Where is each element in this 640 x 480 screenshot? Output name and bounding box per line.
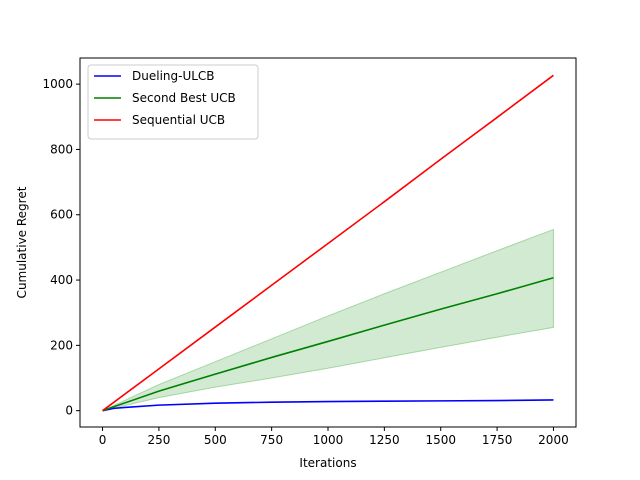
- y-tick-label: 800: [50, 142, 73, 156]
- legend: Dueling-ULCB Second Best UCB Sequential UC…: [87, 64, 259, 140]
- x-tick-label: 2000: [538, 433, 569, 447]
- series-line-1: [102, 276, 554, 412]
- legend-label: Second Best UCB: [132, 91, 236, 105]
- y-tick-label: 200: [50, 338, 73, 352]
- y-axis-label: Cumulative Regret: [15, 186, 29, 298]
- x-tick-label: 0: [99, 433, 107, 447]
- plot-area: [79, 57, 577, 428]
- y-tick-label: 1000: [42, 77, 73, 91]
- series-lines: [102, 74, 554, 412]
- x-tick-label: 1250: [369, 433, 400, 447]
- y-tick-label: 400: [50, 273, 73, 287]
- x-axis: 0 250 500 750 1000 1250 1500 1750 2000: [99, 427, 569, 447]
- series-line-0: [102, 399, 554, 412]
- series-line-2: [102, 74, 554, 412]
- x-tick-label: 1500: [425, 433, 456, 447]
- y-tick-label: 600: [50, 208, 73, 222]
- x-tick-label: 750: [260, 433, 283, 447]
- x-tick-label: 250: [147, 433, 170, 447]
- x-tick-label: 500: [204, 433, 227, 447]
- legend-label: Dueling-ULCB: [132, 69, 215, 83]
- y-axis: 0 200 400 600 800 1000: [42, 77, 80, 418]
- x-tick-label: 1750: [482, 433, 513, 447]
- legend-box: [87, 64, 259, 140]
- y-tick-label: 0: [65, 404, 73, 418]
- legend-label: Sequential UCB: [132, 113, 225, 127]
- x-axis-label: Iterations: [299, 456, 356, 470]
- x-tick-label: 1000: [313, 433, 344, 447]
